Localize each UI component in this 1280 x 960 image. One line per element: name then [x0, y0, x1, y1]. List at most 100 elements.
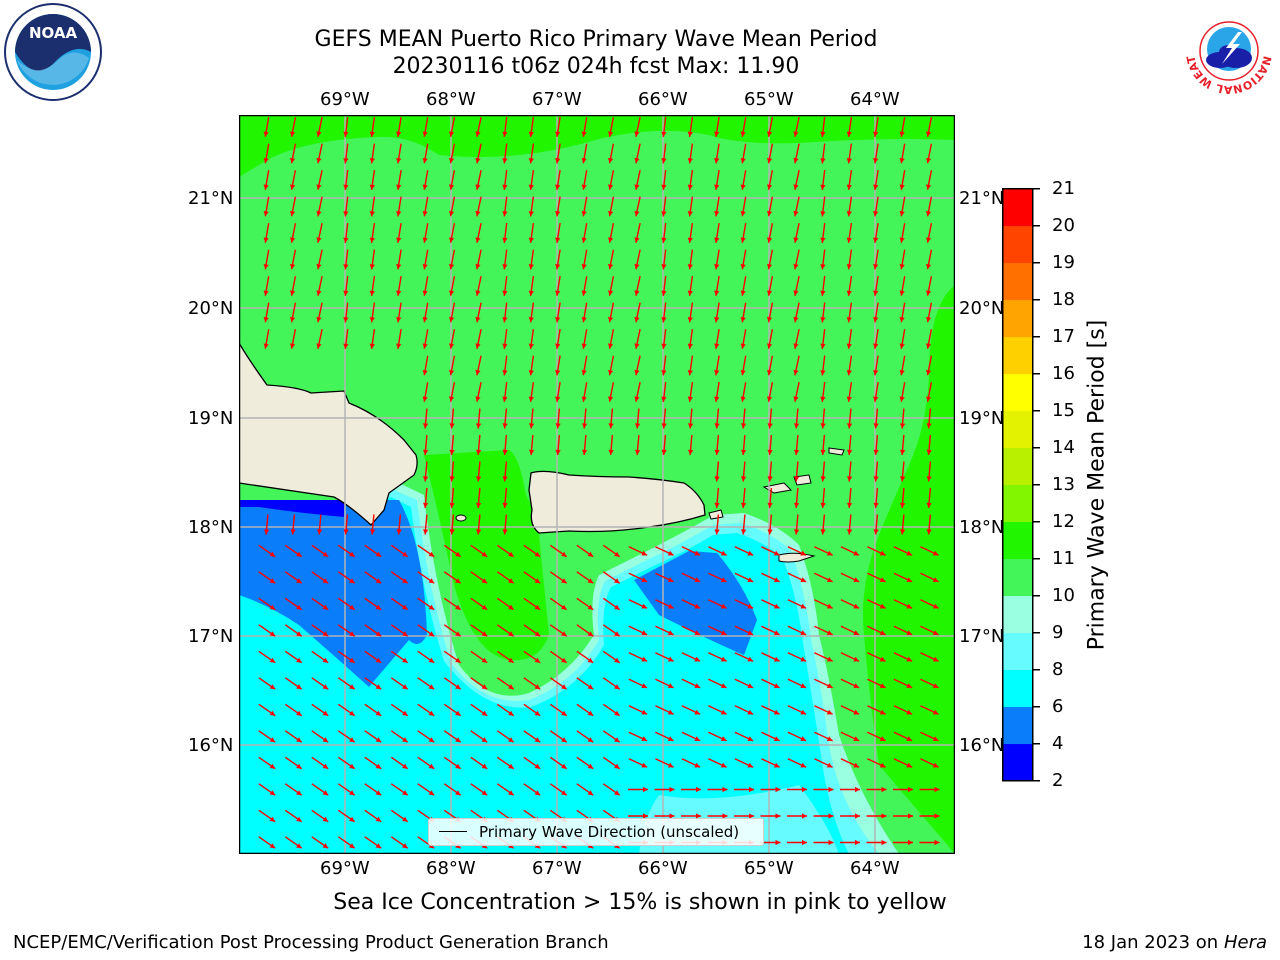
- wave-arrow-head: [820, 158, 826, 164]
- colorbar-band: [1002, 410, 1033, 449]
- wave-arrow-head: [720, 762, 727, 768]
- wave-arrow-head: [926, 423, 932, 429]
- wave-arrow-head: [775, 786, 781, 793]
- wave-arrow-head: [402, 790, 408, 796]
- colorbar: [1002, 188, 1040, 782]
- wave-arrow-head: [422, 158, 428, 164]
- wave-arrow-head: [932, 550, 939, 556]
- colorbar-band: [1002, 299, 1033, 338]
- wave-arrow-head: [826, 550, 833, 556]
- colorbar-band: [1002, 521, 1033, 560]
- wave-arrow-head: [773, 550, 780, 556]
- legend-line-sample: [439, 831, 467, 832]
- wave-arrow-head: [926, 502, 932, 508]
- wave-arrow-head: [322, 763, 329, 769]
- wave-arrow-head: [449, 290, 455, 296]
- wave-arrow-head: [529, 449, 535, 455]
- wave-arrow-head: [369, 264, 375, 270]
- wave-arrow-head: [455, 684, 461, 690]
- wave-arrow-head: [641, 762, 648, 768]
- wave-arrow-head: [269, 790, 276, 796]
- colorbar-tick-label: 17: [1052, 326, 1075, 348]
- wave-arrow-head: [794, 449, 800, 455]
- wave-arrow-head: [793, 157, 799, 164]
- wave-arrow-head: [687, 290, 693, 296]
- wave-arrow-head: [873, 184, 879, 190]
- wave-arrow-head: [296, 578, 302, 584]
- wave-arrow-head: [402, 604, 408, 610]
- wave-arrow-head: [794, 476, 800, 482]
- wave-arrow-head: [826, 656, 833, 662]
- wave-arrow-head: [263, 317, 269, 323]
- wave-arrow-head: [687, 317, 693, 323]
- wave-arrow-head: [846, 237, 852, 243]
- wave-arrow-head: [322, 816, 329, 822]
- wave-arrow-head: [926, 184, 932, 190]
- wave-arrow-head: [747, 736, 754, 741]
- wave-arrow-head: [820, 211, 826, 217]
- wave-arrow-head: [528, 370, 534, 376]
- mona-island: [455, 514, 467, 522]
- wave-arrow-head: [608, 423, 614, 429]
- wave-arrow-head: [906, 656, 913, 662]
- wave-arrow-head: [714, 184, 720, 190]
- colorbar-tick-label: 8: [1052, 659, 1064, 681]
- wave-arrow-head: [873, 343, 879, 349]
- wave-arrow-head: [502, 290, 508, 296]
- colorbar-band: [1002, 188, 1033, 227]
- wave-arrow-head: [561, 684, 567, 690]
- wave-arrow-head: [296, 816, 302, 822]
- wave-arrow-head: [534, 657, 541, 663]
- wave-arrow-head: [608, 343, 614, 349]
- wave-arrow-head: [687, 396, 693, 402]
- wave-arrow-head: [853, 630, 860, 635]
- wave-arrow-head: [349, 763, 355, 769]
- lat-tick-right: 18°N: [959, 516, 1005, 538]
- wave-arrow-head: [428, 763, 435, 769]
- wave-arrow-head: [475, 131, 481, 137]
- wave-arrow-head: [481, 710, 488, 716]
- wave-arrow-head: [449, 263, 455, 270]
- wave-arrow-head: [555, 158, 561, 164]
- colorbar-band: [1002, 336, 1033, 375]
- colorbar-tick-label: 14: [1052, 437, 1075, 459]
- wave-arrow-head: [481, 763, 488, 769]
- wave-arrow-head: [455, 604, 461, 610]
- wave-arrow-head: [926, 316, 932, 323]
- wave-arrow-head: [740, 211, 746, 217]
- wave-arrow-head: [290, 131, 296, 137]
- wave-arrow-head: [853, 736, 860, 741]
- wave-arrow-head: [873, 502, 879, 508]
- wave-arrow-head: [669, 786, 675, 793]
- wave-arrow-head: [581, 264, 587, 270]
- colorbar-tick-label: 15: [1052, 400, 1075, 422]
- wave-arrow-head: [873, 476, 879, 482]
- wave-arrow-head: [476, 502, 482, 508]
- wave-arrow-head: [635, 449, 641, 455]
- wave-arrow-head: [449, 316, 455, 323]
- wave-arrow-head: [667, 550, 674, 556]
- wave-arrow-head: [502, 343, 508, 349]
- wave-arrow-head: [634, 343, 640, 349]
- wave-arrow-head: [741, 529, 747, 535]
- wave-arrow-head: [290, 529, 296, 535]
- wave-arrow-head: [661, 449, 667, 455]
- wave-arrow-head: [322, 684, 329, 690]
- wave-arrow-head: [369, 184, 375, 190]
- wave-arrow-head: [853, 603, 860, 609]
- wave-arrow-head: [422, 370, 428, 376]
- wave-arrow-head: [316, 184, 322, 190]
- wave-arrow-head: [561, 657, 567, 663]
- wave-arrow-head: [853, 709, 860, 715]
- wave-arrow-head: [290, 290, 296, 296]
- lon-tick-top: 65°W: [744, 88, 794, 110]
- wave-arrow-head: [873, 449, 879, 455]
- wave-arrow-head: [720, 709, 727, 715]
- wave-arrow-head: [581, 184, 587, 190]
- wave-arrow-head: [908, 839, 913, 846]
- colorbar-band: [1002, 484, 1033, 523]
- wave-arrow-head: [899, 211, 905, 217]
- wave-arrow-head: [720, 736, 727, 741]
- wave-arrow-head: [396, 237, 402, 243]
- wave-arrow-head: [534, 763, 541, 769]
